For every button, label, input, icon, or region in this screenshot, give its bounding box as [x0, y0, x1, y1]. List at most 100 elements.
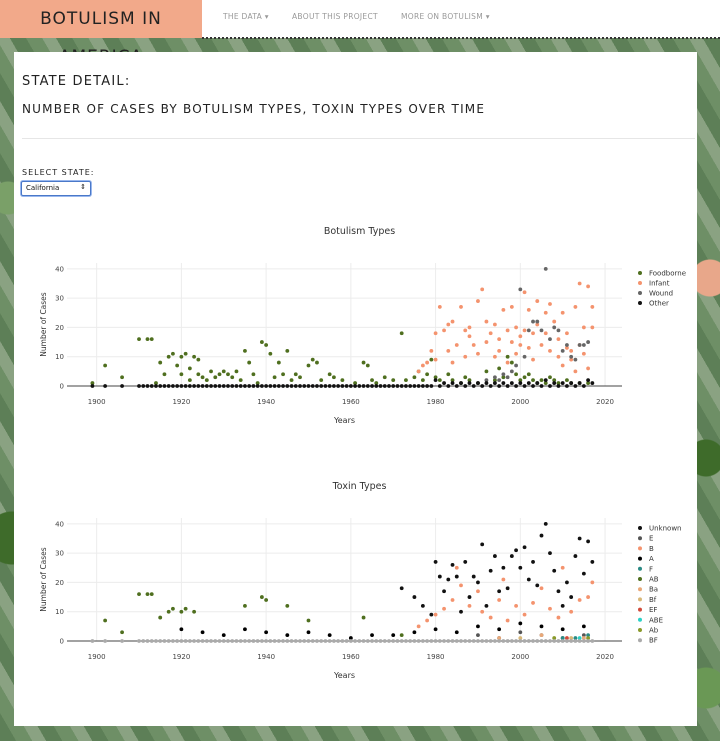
data-point-other — [298, 384, 302, 388]
legend-item: BF — [649, 637, 658, 645]
data-point-bf — [192, 639, 196, 643]
data-point-b — [590, 580, 595, 585]
data-point-bf — [120, 639, 124, 643]
data-point-ab — [179, 609, 184, 614]
data-point-b — [522, 612, 527, 617]
data-point-ab — [552, 636, 557, 640]
data-point-foodborne — [179, 372, 184, 377]
data-point-other — [399, 384, 404, 388]
data-point-foodborne — [552, 378, 557, 383]
data-point-infant — [493, 322, 497, 327]
data-point-unknown — [581, 571, 586, 576]
data-point-bf — [200, 639, 205, 643]
data-point-other — [488, 384, 493, 388]
data-point-infant — [433, 357, 438, 362]
data-point-other — [442, 381, 446, 385]
data-point-wound — [577, 343, 582, 347]
data-point-wound — [505, 375, 510, 380]
data-point-unknown — [573, 554, 578, 558]
data-point-bf — [454, 639, 459, 643]
x-tick-label: 1940 — [257, 398, 275, 406]
data-point-infant — [497, 348, 502, 353]
data-point-foodborne — [539, 378, 544, 383]
data-point-ab — [166, 609, 171, 614]
legend-marker — [638, 291, 642, 295]
data-point-other — [476, 381, 480, 385]
data-point-foodborne — [213, 375, 218, 380]
data-point-foodborne — [505, 354, 510, 359]
data-point-bf — [420, 639, 425, 643]
data-point-bf — [370, 639, 374, 643]
data-point-infant — [484, 319, 489, 324]
data-point-infant — [484, 340, 489, 344]
data-point-other — [268, 384, 273, 388]
data-point-bf — [480, 639, 485, 643]
data-point-other — [505, 384, 510, 388]
data-point-other — [471, 384, 476, 388]
data-point-other — [586, 378, 591, 383]
data-point-other — [365, 384, 370, 388]
data-point-wound — [484, 378, 489, 383]
data-point-b — [476, 589, 480, 594]
toxin-types-chart: Toxin Types 1900 1920 1940 1960 1980 2000 2020 0… — [39, 481, 682, 680]
data-point-infant — [543, 310, 548, 315]
data-point-foodborne — [437, 378, 442, 383]
legend-marker — [638, 638, 642, 643]
data-point-a — [412, 630, 417, 635]
data-point-a — [348, 636, 353, 640]
state-select[interactable]: California ⇕ — [21, 181, 91, 196]
data-point-bf — [183, 639, 188, 643]
data-point-infant — [526, 346, 531, 350]
data-point-other — [429, 384, 434, 388]
data-point-infant — [416, 369, 421, 374]
data-point-infant — [526, 307, 531, 312]
data-point-bf — [230, 639, 235, 643]
data-point-bf — [327, 639, 332, 643]
data-point-bf — [488, 639, 493, 643]
data-point-unknown — [535, 583, 540, 588]
data-point-other — [272, 384, 277, 388]
data-point-a — [518, 621, 523, 626]
y-tick-label: 0 — [60, 638, 64, 646]
data-point-foodborne — [310, 357, 315, 362]
data-point-foodborne — [293, 372, 298, 377]
data-point-ab — [243, 603, 247, 608]
nav-the-data[interactable]: THE DATA ▾ — [223, 12, 269, 21]
data-point-wound — [548, 337, 552, 342]
data-point-other — [209, 384, 213, 388]
legend-item: ABE — [649, 616, 663, 624]
y-tick-label: 0 — [60, 383, 64, 391]
content-panel: STATE DETAIL: NUMBER OF CASES BY BOTULIS… — [14, 52, 697, 726]
brand-logo[interactable]: BOTULISM IN AMERICA — [0, 0, 202, 67]
data-point-other — [412, 384, 417, 388]
data-point-f — [560, 636, 565, 640]
data-point-infant — [569, 357, 574, 362]
legend-marker — [638, 587, 642, 592]
data-point-other — [374, 384, 379, 388]
data-point-wound — [569, 354, 574, 359]
data-point-bf — [552, 639, 557, 643]
data-point-a — [433, 627, 438, 632]
data-point-unknown — [552, 568, 557, 573]
select-state-label: SELECT STATE: — [22, 168, 95, 177]
data-point-bf — [471, 639, 476, 643]
data-point-unknown — [522, 545, 527, 550]
data-point-ab — [183, 606, 188, 611]
data-point-bf — [137, 639, 141, 643]
data-point-bf — [442, 639, 446, 643]
data-point-infant — [429, 348, 434, 353]
data-point-bf — [264, 639, 269, 643]
data-point-foodborne — [171, 351, 175, 356]
nav-about-project[interactable]: ABOUT THIS PROJECT — [292, 12, 378, 21]
data-point-other — [581, 384, 586, 388]
nav-more-on-botulism[interactable]: MORE ON BOTULISM ▾ — [401, 12, 490, 21]
data-point-foodborne — [450, 378, 455, 383]
data-point-foodborne — [319, 378, 324, 383]
data-point-foodborne — [268, 351, 273, 356]
legend-item: Other — [649, 300, 669, 308]
x-tick-label: 1960 — [342, 653, 360, 661]
data-point-other — [149, 384, 154, 388]
legend-item: Unknown — [649, 525, 682, 533]
data-point-unknown — [505, 586, 510, 591]
data-point-infant — [535, 322, 540, 327]
